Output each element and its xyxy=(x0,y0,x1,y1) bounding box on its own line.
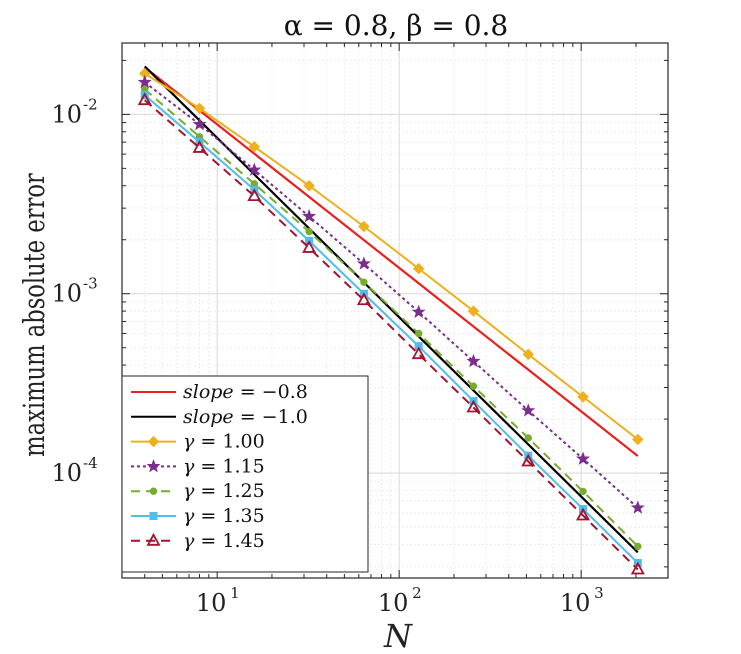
chart-title: α = 0.8, β = 0.8 xyxy=(284,9,508,42)
legend-label-variable: γ xyxy=(183,480,195,502)
data-point xyxy=(360,278,368,286)
x-tick-label: 10 xyxy=(560,589,591,617)
legend-label: γ = 1.25 xyxy=(183,480,265,502)
legend-label-variable: γ xyxy=(183,505,195,527)
data-point xyxy=(412,262,425,275)
legend-marker xyxy=(146,532,161,546)
legend-label-variable: γ xyxy=(183,530,195,552)
series-line xyxy=(144,94,639,564)
data-point xyxy=(634,542,642,551)
data-point xyxy=(193,102,206,115)
series-line xyxy=(144,72,639,441)
legend-label: slope = −0.8 xyxy=(183,381,308,403)
data-point xyxy=(576,507,591,521)
data-point xyxy=(356,256,371,270)
data-point xyxy=(137,74,152,89)
data-point xyxy=(469,382,478,390)
x-tick-label: 10 xyxy=(378,589,409,617)
legend-item: γ = 1.00 xyxy=(131,431,265,453)
legend-item: γ = 1.45 xyxy=(131,530,265,552)
y-tick-exponent: -2 xyxy=(83,95,98,113)
data-point xyxy=(411,304,426,319)
series-line xyxy=(144,88,639,548)
data-point xyxy=(466,399,481,413)
legend-label-value: = 1.25 xyxy=(194,480,264,502)
legend-marker xyxy=(147,435,160,448)
legend-marker xyxy=(146,459,161,473)
data-point xyxy=(632,433,644,446)
data-point xyxy=(247,162,262,176)
data-point xyxy=(579,487,587,496)
data-point xyxy=(358,220,370,233)
legend-label: γ = 1.45 xyxy=(183,530,265,552)
data-point xyxy=(305,227,313,236)
legend-label-value: = 1.45 xyxy=(194,530,264,552)
legend-item: γ = 1.35 xyxy=(131,505,265,527)
data-point xyxy=(522,348,534,361)
y-tick-label: 10 xyxy=(51,100,82,128)
x-tick-exponent: 2 xyxy=(412,584,422,602)
data-point xyxy=(467,305,480,317)
legend-label: γ = 1.35 xyxy=(183,505,265,527)
legend-label-value: = −1.0 xyxy=(234,406,308,428)
legend-label-variable: γ xyxy=(183,455,195,477)
legend-item: slope = −0.8 xyxy=(131,381,308,403)
legend-label: γ = 1.15 xyxy=(183,455,265,477)
data-point xyxy=(192,116,207,131)
data-point xyxy=(524,434,532,442)
y-tick-label: 10 xyxy=(51,459,82,487)
series-group xyxy=(139,67,644,446)
data-point xyxy=(630,561,645,575)
data-point xyxy=(577,391,589,403)
legend-label-variable: γ xyxy=(183,431,195,453)
data-point xyxy=(521,403,536,417)
data-point xyxy=(414,329,423,338)
data-point xyxy=(411,346,426,360)
data-point xyxy=(192,140,207,153)
legend-label-value: = −0.8 xyxy=(234,381,308,403)
data-point xyxy=(247,188,262,202)
data-point xyxy=(302,240,317,253)
y-tick-exponent: -4 xyxy=(83,454,98,472)
legend-label: γ = 1.00 xyxy=(183,431,265,453)
data-point xyxy=(466,353,481,368)
data-point xyxy=(248,141,261,153)
series-group xyxy=(137,74,645,514)
data-point xyxy=(302,208,317,223)
legend-item: γ = 1.25 xyxy=(131,480,265,502)
legend-box xyxy=(121,375,369,573)
legend-marker xyxy=(149,487,158,495)
axis-ticks: 10 1 10 2 10 310 -410 -310 -2 xyxy=(51,43,669,617)
legend-label-variable: slope xyxy=(183,406,234,428)
data-point xyxy=(137,92,152,106)
series-group xyxy=(137,92,645,575)
legend-label-value: = 1.15 xyxy=(194,455,264,477)
legend-item: γ = 1.15 xyxy=(131,455,265,477)
series-line xyxy=(144,81,639,509)
series-line xyxy=(144,99,639,571)
data-point xyxy=(356,292,371,306)
data-point xyxy=(576,451,591,465)
legend-marker xyxy=(149,512,158,520)
series-lines xyxy=(137,67,645,575)
legend-label-value: = 1.35 xyxy=(194,505,264,527)
legend-label-variable: slope xyxy=(183,381,234,403)
data-point xyxy=(521,453,536,467)
x-tick-exponent: 3 xyxy=(594,584,604,602)
y-tick-label: 10 xyxy=(51,280,82,308)
plot-frame xyxy=(121,42,669,579)
x-tick-label: 10 xyxy=(196,589,227,617)
legend-item: slope = −1.0 xyxy=(131,406,308,428)
data-point xyxy=(303,180,315,192)
legend-label: slope = −1.0 xyxy=(183,406,308,428)
data-point xyxy=(630,500,645,514)
y-axis-title: maximum absolute error xyxy=(18,173,51,457)
x-axis-title: N xyxy=(383,617,413,654)
x-tick-exponent: 1 xyxy=(230,584,240,602)
reference-line-slope xyxy=(144,66,639,457)
y-tick-exponent: -3 xyxy=(83,275,98,293)
legend-label-value: = 1.00 xyxy=(194,431,264,453)
